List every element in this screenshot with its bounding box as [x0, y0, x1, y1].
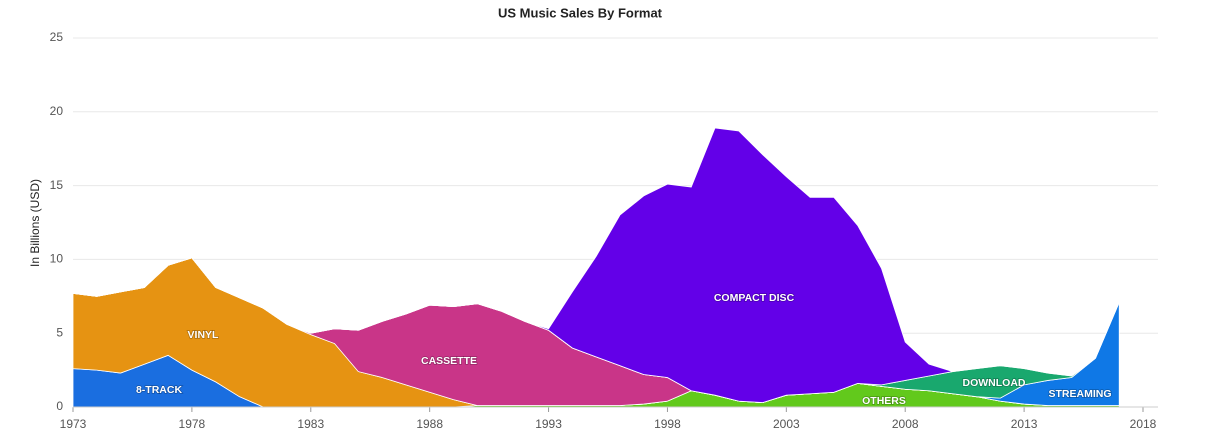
- x-tick-label: 2003: [773, 417, 800, 431]
- area-label: CASSETTE: [421, 355, 477, 367]
- chart-title: US Music Sales By Format: [498, 5, 663, 20]
- area-label: 8-TRACK: [136, 384, 182, 396]
- x-tick-label: 2008: [892, 417, 919, 431]
- x-tick-label: 1988: [416, 417, 443, 431]
- y-tick-label: 5: [56, 325, 63, 339]
- x-tick-label: 1998: [654, 417, 681, 431]
- x-tick-label: 2013: [1011, 417, 1038, 431]
- x-tick-label: 1973: [60, 417, 87, 431]
- area-label: VINYL: [188, 329, 220, 341]
- y-tick-label: 20: [50, 104, 64, 118]
- x-tick-label: 1993: [535, 417, 562, 431]
- y-tick-label: 25: [50, 30, 64, 44]
- area: [72, 127, 1120, 403]
- area-label: STREAMING: [1049, 388, 1112, 400]
- area-label: COMPACT DISC: [714, 292, 795, 304]
- y-tick-label: 10: [50, 252, 64, 266]
- area-label: OTHERS: [862, 395, 906, 407]
- x-tick-label: 1978: [179, 417, 206, 431]
- y-tick-label: 15: [50, 178, 64, 192]
- y-tick-label: 0: [56, 399, 63, 413]
- area-label: DOWNLOAD: [963, 377, 1026, 389]
- y-axis-title: In Billions (USD): [28, 179, 42, 267]
- x-tick-label: 1983: [297, 417, 324, 431]
- x-tick-label: 2018: [1130, 417, 1157, 431]
